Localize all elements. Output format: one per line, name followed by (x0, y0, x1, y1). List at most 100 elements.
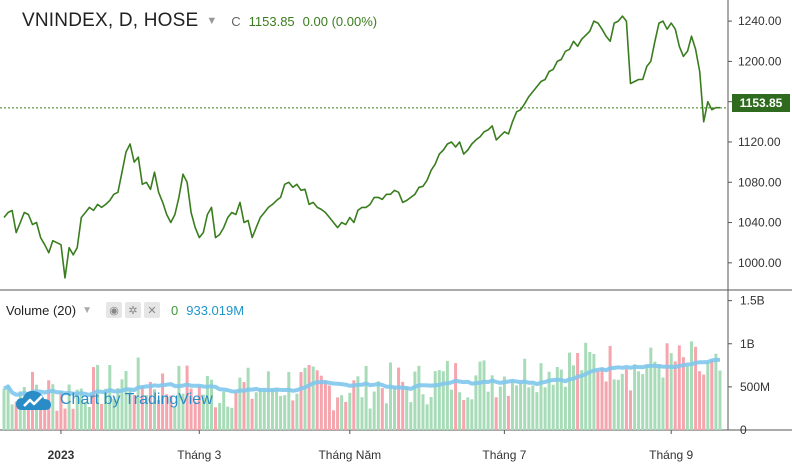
volume-bar (83, 402, 87, 430)
volume-bar (140, 385, 144, 430)
volume-bar (690, 341, 693, 430)
volume-bar (205, 375, 209, 430)
volume-bar (96, 364, 100, 430)
price-tick-label: 1120.00 (738, 135, 781, 149)
volume-bar (563, 386, 567, 430)
volume-bar (275, 388, 279, 430)
volume-bar (470, 399, 474, 430)
symbol-title[interactable]: VNINDEX, D, HOSE (22, 10, 199, 31)
volume-bar (637, 371, 641, 430)
volume-bar (389, 362, 392, 430)
volume-bar (511, 381, 514, 430)
volume-bar (210, 379, 213, 430)
volume-bar (364, 365, 368, 430)
volume-bar (445, 360, 449, 430)
volume-bar (417, 365, 421, 430)
price-tick-label: 1080.00 (738, 175, 782, 189)
volume-bar (271, 388, 274, 430)
volume-bar (197, 386, 201, 430)
change-value: 0.00 (0.00%) (302, 13, 378, 29)
volume-bar (303, 367, 307, 430)
volume-bar (230, 407, 234, 430)
time-tick-label: Tháng 9 (649, 448, 693, 462)
volume-bar (173, 406, 177, 430)
volume-bar (641, 374, 645, 430)
volume-bar (608, 345, 612, 430)
volume-bar (506, 395, 510, 430)
volume-bar (43, 401, 47, 430)
volume-bar (67, 384, 71, 430)
volume-bar (234, 391, 238, 430)
volume-bar (332, 410, 335, 430)
volume-bar (568, 352, 571, 430)
volume-bar (405, 387, 409, 430)
volume-bar (323, 381, 327, 430)
volume-bar (657, 364, 661, 430)
volume-bar (523, 358, 527, 430)
volume-bar (527, 387, 531, 430)
volume-bar (584, 342, 588, 430)
volume-bar (132, 395, 136, 430)
volume-bar (136, 357, 140, 430)
volume-bar (226, 406, 230, 430)
chart-header: VNINDEX, D, HOSE ▼ C 1153.85 0.00 (0.00%… (0, 10, 377, 32)
volume-bar (421, 394, 425, 430)
volume-bar (344, 401, 348, 430)
volume-bar (368, 408, 372, 430)
volume-bar (279, 395, 283, 430)
volume-bar (539, 363, 543, 430)
volume-bar (104, 388, 108, 430)
volume-bar (596, 371, 600, 430)
volume-bar (193, 401, 197, 430)
time-tick-label: Tháng 3 (177, 448, 221, 462)
volume-bar (620, 373, 624, 430)
volume-bar (494, 397, 498, 430)
volume-bar (714, 353, 718, 430)
volume-bar (474, 375, 478, 430)
volume-bar (653, 361, 657, 430)
volume-bar (287, 372, 291, 430)
volume-dropdown-icon[interactable]: ▼ (82, 304, 92, 316)
volume-bar (429, 397, 433, 430)
volume-bar (555, 367, 559, 430)
gear-icon[interactable]: ✲ (125, 302, 141, 318)
volume-bar (128, 387, 132, 430)
volume-bar (222, 391, 226, 430)
volume-bar (214, 407, 217, 430)
time-tick-label: Tháng Năm (318, 448, 381, 462)
volume-bar (124, 371, 128, 430)
volume-bar (51, 384, 55, 430)
volume-bar (519, 382, 523, 430)
price-series-line (3, 15, 720, 279)
price-tick-label: 1040.00 (738, 216, 782, 230)
eye-icon[interactable]: ◉ (106, 302, 122, 318)
volume-bar (295, 393, 299, 430)
volume-bar (250, 398, 254, 430)
volume-bar (340, 395, 344, 430)
volume-label[interactable]: Volume (20) (6, 302, 77, 318)
volume-bar (14, 401, 18, 430)
volume-bar (18, 391, 22, 430)
volume-bar (153, 389, 156, 430)
symbol-dropdown-icon[interactable]: ▼ (206, 15, 218, 27)
volume-bar (59, 391, 63, 430)
volume-bar (218, 402, 222, 430)
volume-bar (694, 346, 698, 430)
volume-bar (718, 370, 722, 430)
volume-bar (629, 390, 632, 430)
volume-bar (283, 395, 287, 430)
volume-bar (307, 365, 311, 430)
close-icon[interactable]: ✕ (144, 302, 160, 318)
volume-tick-label: 0 (740, 423, 747, 437)
volume-bar (681, 357, 685, 430)
volume-bar (454, 363, 458, 430)
volume-bar (437, 370, 441, 430)
tradingview-logo[interactable]: Chart by TradingView (16, 386, 213, 414)
volume-bar (685, 366, 689, 430)
volume-bar (258, 388, 262, 430)
volume-bar (116, 388, 120, 430)
volume-bar (612, 379, 616, 430)
volume-bar (673, 361, 677, 430)
volume-bar (616, 379, 620, 430)
volume-bar (393, 386, 396, 430)
